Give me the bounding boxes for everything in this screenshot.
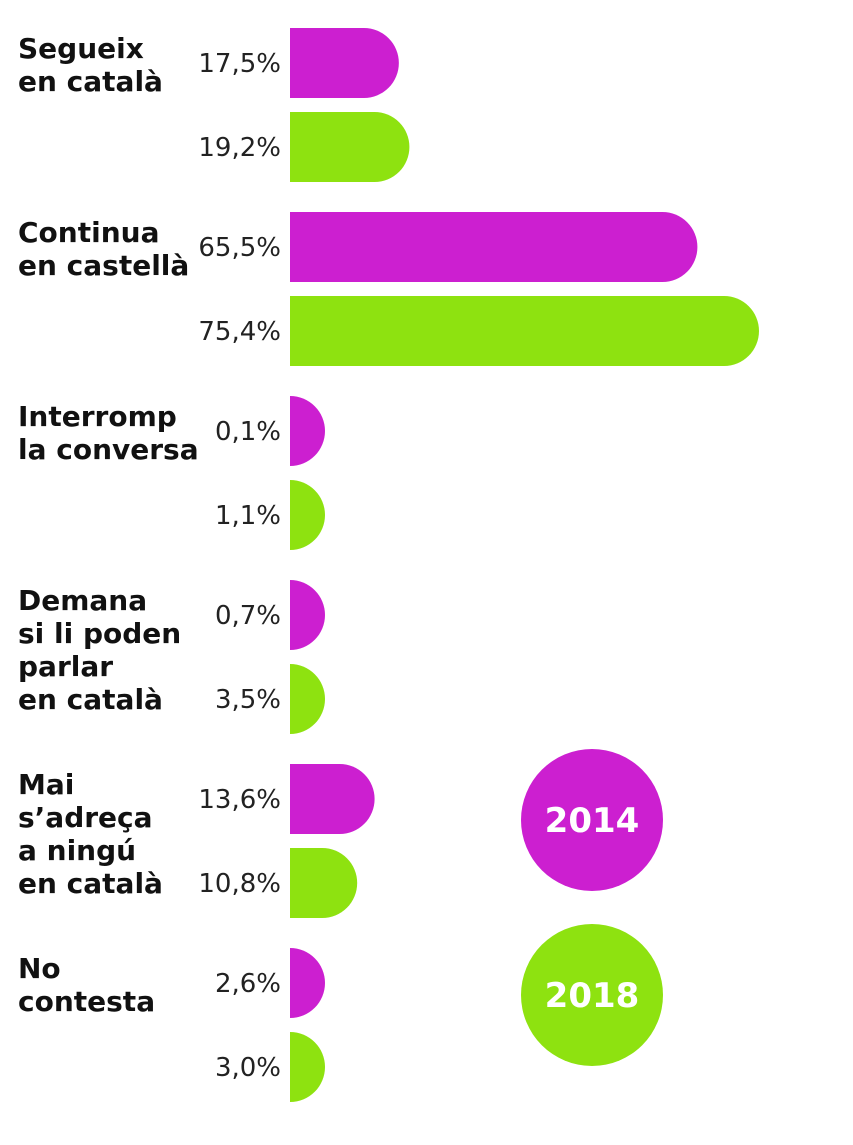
value-label: 13,6% — [198, 785, 281, 815]
bar-2018 — [290, 664, 325, 734]
category-label-line: en català — [18, 867, 163, 900]
bar-2018 — [290, 296, 759, 366]
legend-marker-2014 — [521, 749, 663, 891]
bar-2014 — [290, 212, 698, 282]
category-label-line: la conversa — [18, 433, 199, 466]
category-label-line: contesta — [18, 985, 155, 1018]
category-label: Mai s’adreça a ningú en català — [18, 768, 163, 900]
bar-2014 — [290, 580, 325, 650]
bar-2014 — [290, 396, 325, 466]
category-label: No contesta — [18, 952, 155, 1018]
category-label-line: en català — [18, 65, 163, 98]
value-label: 10,8% — [198, 869, 281, 899]
category-label: Interromp la conversa — [18, 400, 199, 466]
value-label: 3,5% — [215, 685, 281, 715]
value-label: 2,6% — [215, 969, 281, 999]
bar-2018 — [290, 480, 325, 550]
value-label: 65,5% — [198, 233, 281, 263]
legend-marker-2018 — [521, 924, 663, 1066]
bar-2018 — [290, 848, 358, 918]
category-label-line: si li poden — [18, 617, 181, 650]
value-label: 1,1% — [215, 501, 281, 531]
category-label-line: en castellà — [18, 249, 189, 282]
bar-2014 — [290, 764, 375, 834]
bar-2018 — [290, 112, 410, 182]
category-label-line: parlar — [18, 650, 113, 683]
category-label-line: Demana — [18, 584, 147, 617]
category-label-line: a ningú — [18, 834, 136, 867]
category-label: Demana si li poden parlar en català — [18, 584, 181, 716]
value-label: 0,1% — [215, 417, 281, 447]
legend-label: 2014 — [545, 801, 640, 841]
value-label: 3,0% — [215, 1053, 281, 1083]
category-label: Segueix en català — [18, 32, 163, 98]
category-label-line: No — [18, 952, 61, 985]
value-label: 75,4% — [198, 317, 281, 347]
legend-label: 2018 — [545, 976, 640, 1016]
category-label: Continua en castellà — [18, 216, 189, 282]
value-label: 17,5% — [198, 49, 281, 79]
category-label-line: s’adreça — [18, 801, 153, 834]
category-label-line: en català — [18, 683, 163, 716]
bar-2014 — [290, 28, 399, 98]
bar-2014 — [290, 948, 325, 1018]
category-label-line: Mai — [18, 768, 74, 801]
category-label-line: Continua — [18, 216, 159, 249]
value-label: 0,7% — [215, 601, 281, 631]
value-label: 19,2% — [198, 133, 281, 163]
bar-2018 — [290, 1032, 325, 1102]
category-label-line: Segueix — [18, 32, 144, 65]
category-label-line: Interromp — [18, 400, 177, 433]
